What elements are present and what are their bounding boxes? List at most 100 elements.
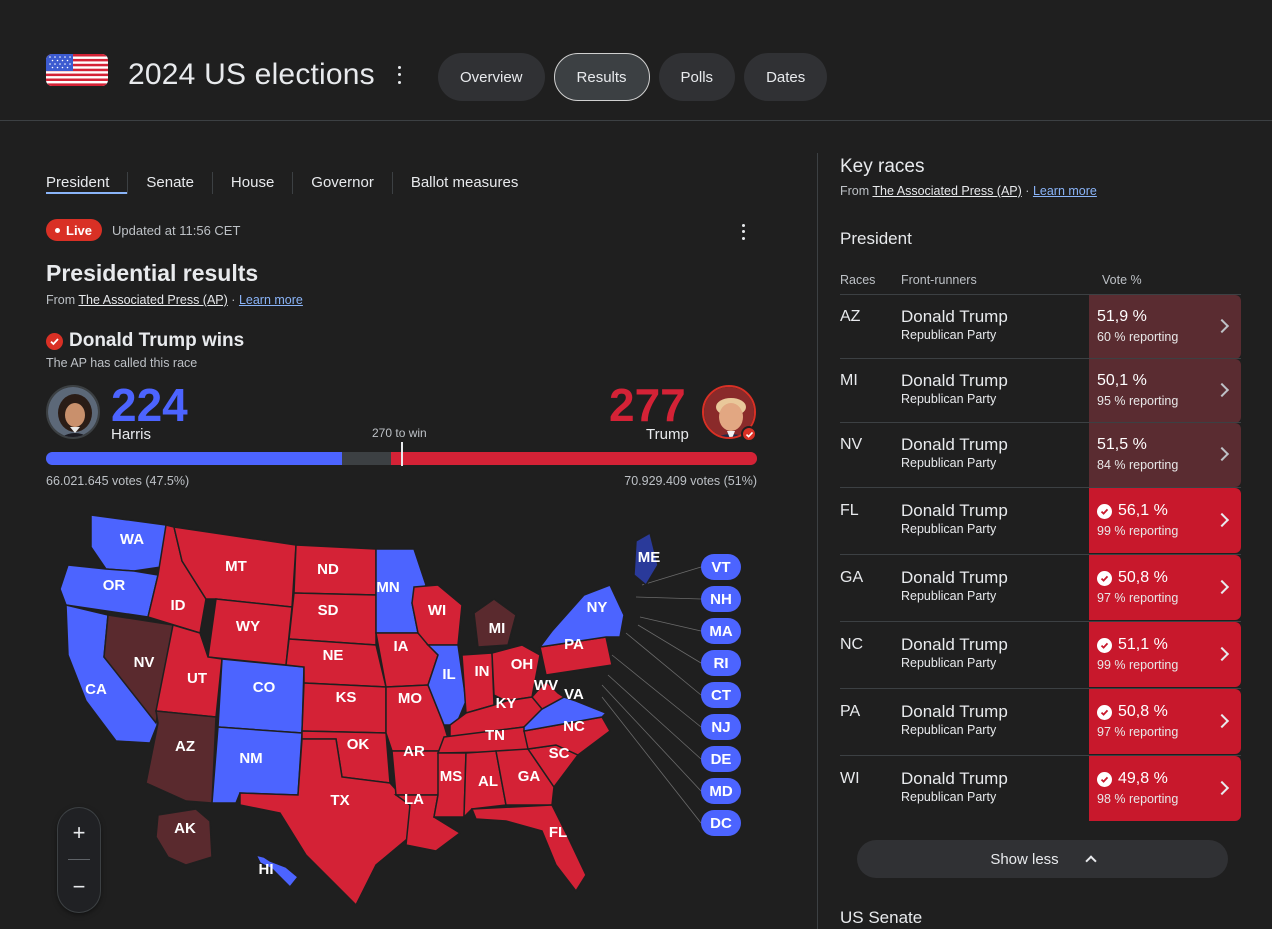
map-small-state-ma[interactable]: [701, 618, 741, 644]
race-vote-value: 49,8 %: [1118, 770, 1168, 787]
map-state-sd[interactable]: [288, 592, 377, 646]
map-state-ga[interactable]: [495, 748, 555, 806]
key-race-row-ga[interactable]: GA Donald Trump Republican Party 50,8 % 97 %…: [840, 554, 1241, 620]
source-prefix: From: [46, 293, 76, 307]
map-label-il: IL: [442, 666, 455, 683]
race-vote-cell[interactable]: 50,8 % 97 % reporting: [1089, 689, 1241, 754]
map-small-state-de[interactable]: [701, 746, 741, 772]
key-race-row-mi[interactable]: MI Donald Trump Republican Party 50,1 % 95 %…: [840, 358, 1241, 423]
map-state-ak[interactable]: [155, 808, 213, 866]
map-label-ks: KS: [336, 689, 357, 706]
map-label-sd: SD: [318, 602, 339, 619]
race-tab-governor[interactable]: Governor: [292, 172, 392, 194]
map-small-state-nj[interactable]: [701, 714, 741, 740]
map-state-fl[interactable]: [470, 804, 587, 893]
map-state-ms[interactable]: [433, 752, 467, 818]
race-vote-percent: 50,8 %: [1097, 569, 1168, 587]
map-label-ky: KY: [496, 695, 517, 712]
race-vote-cell[interactable]: 51,1 % 99 % reporting: [1089, 622, 1241, 687]
race-reporting: 84 % reporting: [1097, 458, 1179, 472]
called-check-icon: [1097, 771, 1112, 787]
map-label-nd: ND: [317, 561, 339, 578]
race-vote-value: 51,1 %: [1118, 636, 1168, 653]
map-small-label-de: DE: [711, 751, 732, 768]
race-vote-cell[interactable]: 50,1 % 95 % reporting: [1089, 359, 1241, 423]
race-vote-cell[interactable]: 51,9 % 60 % reporting: [1089, 295, 1241, 359]
key-race-row-az[interactable]: AZ Donald Trump Republican Party 51,9 % 60 %…: [840, 294, 1241, 359]
map-small-state-vt[interactable]: [701, 554, 741, 580]
map-label-oh: OH: [511, 656, 534, 673]
us-results-map[interactable]: WA OR CA NV ID MT WY UT AZ CO NM ND SD NE KS OK TX MN IA MO…: [46, 505, 766, 925]
map-state-ny[interactable]: [538, 584, 625, 649]
map-label-or: OR: [103, 577, 126, 594]
map-state-wv[interactable]: [531, 679, 566, 710]
map-small-state-ri[interactable]: [701, 650, 741, 676]
more-options-icon[interactable]: [392, 64, 406, 86]
race-state: PA: [840, 703, 861, 720]
win-threshold-marker: [401, 442, 403, 466]
map-label-nc: NC: [563, 718, 585, 735]
learn-more-link[interactable]: Learn more: [238, 293, 303, 307]
called-check-icon: [1097, 503, 1112, 519]
map-state-tx[interactable]: [239, 738, 413, 907]
race-vote-value: 51,5 %: [1097, 436, 1147, 453]
map-label-pa: PA: [564, 636, 584, 653]
key-race-row-nc[interactable]: NC Donald Trump Republican Party 51,1 % 99 %…: [840, 621, 1241, 687]
race-vote-cell[interactable]: 49,8 % 98 % reporting: [1089, 756, 1241, 821]
trump-popular-votes: 70.929.409 votes (51%): [624, 474, 757, 488]
race-vote-value: 56,1 %: [1118, 502, 1168, 519]
map-label-al: AL: [478, 773, 498, 790]
map-state-me[interactable]: [633, 531, 659, 587]
learn-more-link[interactable]: Learn more: [1032, 184, 1097, 198]
race-tab-president[interactable]: President: [46, 172, 128, 194]
zoom-out-button[interactable]: −: [72, 874, 86, 899]
map-state-az[interactable]: [145, 710, 217, 804]
map-small-label-nh: NH: [710, 591, 732, 608]
map-small-state-md[interactable]: [701, 778, 741, 804]
race-vote-cell[interactable]: 50,8 % 97 % reporting: [1089, 555, 1241, 620]
tab-results[interactable]: Results: [553, 53, 650, 101]
col-races: Races: [840, 273, 876, 287]
tab-dates[interactable]: Dates: [744, 53, 828, 101]
tab-polls[interactable]: Polls: [658, 53, 736, 101]
map-state-oh[interactable]: [491, 644, 541, 702]
map-state-al[interactable]: [463, 750, 507, 819]
key-race-row-wi[interactable]: WI Donald Trump Republican Party 49,8 % 98 %…: [840, 755, 1241, 821]
map-state-mi[interactable]: [473, 598, 517, 648]
map-small-state-ct[interactable]: [701, 682, 741, 708]
show-less-button[interactable]: Show less: [857, 840, 1228, 878]
results-menu-icon[interactable]: [737, 222, 749, 242]
zoom-in-button[interactable]: +: [72, 820, 86, 845]
source-link[interactable]: The Associated Press (AP): [872, 184, 1022, 198]
race-tab-house[interactable]: House: [211, 172, 292, 194]
race-vote-cell[interactable]: 56,1 % 99 % reporting: [1089, 488, 1241, 553]
race-vote-percent: 49,8 %: [1097, 770, 1168, 788]
called-check-icon: [1097, 704, 1112, 720]
race-tab-senate[interactable]: Senate: [127, 172, 212, 194]
key-race-row-pa[interactable]: PA Donald Trump Republican Party 50,8 % 97 %…: [840, 688, 1241, 754]
map-state-nv[interactable]: [103, 614, 174, 725]
key-race-row-fl[interactable]: FL Donald Trump Republican Party 56,1 % 99 %…: [840, 487, 1241, 553]
map-label-ga: GA: [518, 768, 541, 785]
us-senate-heading: US Senate: [840, 908, 923, 927]
map-label-az: AZ: [175, 738, 195, 755]
chevron-right-icon: [1214, 780, 1230, 796]
trump-winner-check-icon: [741, 426, 757, 442]
race-tab-ballot-measures[interactable]: Ballot measures: [391, 172, 537, 194]
map-small-state-nh[interactable]: [701, 586, 741, 612]
chevron-right-icon: [1214, 382, 1230, 398]
map-label-in: IN: [475, 663, 490, 680]
map-state-co[interactable]: [217, 658, 305, 734]
tab-overview[interactable]: Overview: [438, 53, 545, 101]
source-separator: ·: [231, 293, 236, 307]
race-vote-value: 51,9 %: [1097, 308, 1147, 325]
race-vote-cell[interactable]: 51,5 % 84 % reporting: [1089, 423, 1241, 487]
map-small-state-dc[interactable]: [701, 810, 741, 836]
source-link[interactable]: The Associated Press (AP): [78, 293, 228, 307]
map-small-label-vt: VT: [711, 559, 730, 576]
key-race-row-nv[interactable]: NV Donald Trump Republican Party 51,5 % 84 %…: [840, 422, 1241, 487]
map-label-va: VA: [564, 686, 584, 703]
race-vote-percent: 56,1 %: [1097, 502, 1168, 520]
show-less-label: Show less: [990, 850, 1059, 868]
map-state-hi[interactable]: [254, 853, 300, 889]
